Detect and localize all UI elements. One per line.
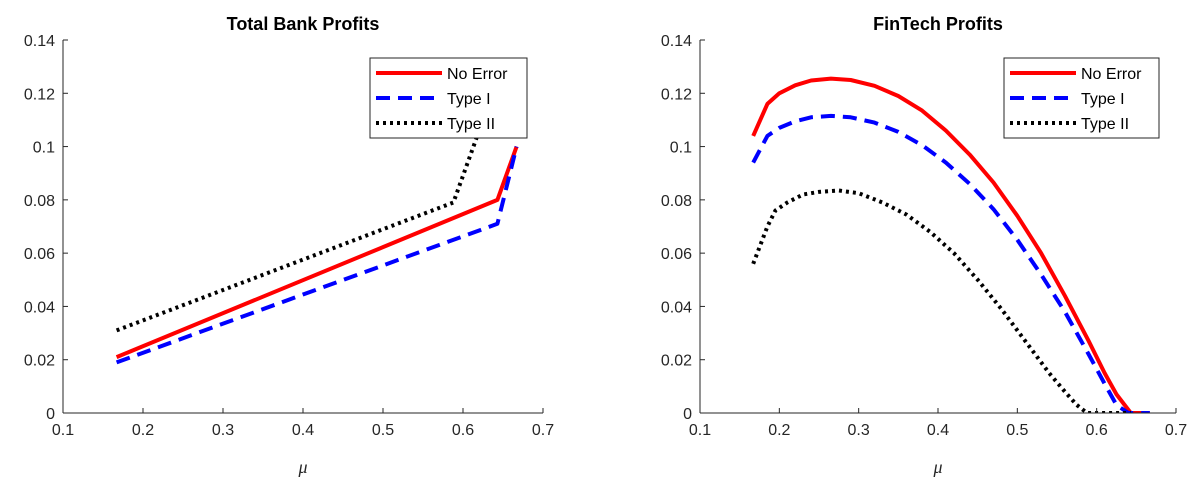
x-tick-label: 0.3 <box>212 422 234 439</box>
y-tick-label: 0 <box>683 406 692 423</box>
x-axis-label: μ <box>297 457 307 477</box>
y-tick-label: 0.02 <box>661 353 692 370</box>
chart-title: FinTech Profits <box>873 14 1003 34</box>
x-tick-label: 0.7 <box>1165 422 1187 439</box>
x-tick-label: 0.1 <box>689 422 711 439</box>
y-tick-label: 0.06 <box>24 246 55 263</box>
y-tick-label: 0.12 <box>24 86 55 103</box>
x-tick-label: 0.7 <box>532 422 554 439</box>
legend: No Error Type I Type II <box>369 57 528 139</box>
legend: No Error Type I Type II <box>1003 57 1160 139</box>
y-tick-label: 0.12 <box>661 86 692 103</box>
y-tick-label: 0.14 <box>661 33 692 50</box>
series-line-type-i <box>115 146 519 365</box>
x-tick-label: 0.5 <box>372 422 394 439</box>
y-tick-label: 0.02 <box>24 353 55 370</box>
x-tick-label: 0.4 <box>292 422 314 439</box>
y-tick-label: 0.1 <box>670 140 692 157</box>
legend-label: No Error <box>447 66 508 83</box>
x-tick-label: 0.3 <box>848 422 870 439</box>
y-tick-label: 0 <box>46 406 55 423</box>
x-axis-label: μ <box>932 457 942 477</box>
chart-title: Total Bank Profits <box>227 14 380 34</box>
chart-fintech-profits: 0.1 0.2 0.3 0.4 0.5 0.6 0.7 0 0.02 0.04 0.06 0.08 0.… <box>661 14 1187 477</box>
series-line-no-error <box>115 145 519 359</box>
y-tick-label: 0.14 <box>24 33 55 50</box>
legend-label: Type I <box>447 91 491 108</box>
series-line-type-ii <box>751 188 1131 413</box>
legend-label: No Error <box>1081 66 1142 83</box>
x-tick-label: 0.2 <box>132 422 154 439</box>
y-tick-label: 0.04 <box>24 299 55 316</box>
series-line-no-error <box>751 76 1150 413</box>
y-tick-label: 0.08 <box>661 193 692 210</box>
x-tick-label: 0.6 <box>452 422 474 439</box>
y-tick-label: 0.1 <box>33 140 55 157</box>
series-line-type-i <box>751 113 1150 413</box>
x-tick-label: 0.4 <box>927 422 949 439</box>
y-tick-label: 0.06 <box>661 246 692 263</box>
legend-box <box>1003 57 1160 139</box>
x-tick-label: 0.1 <box>52 422 74 439</box>
x-tick-label: 0.2 <box>768 422 790 439</box>
series-line-type-ii <box>115 119 485 333</box>
chart-total-bank-profits: 0.1 0.2 0.3 0.4 0.5 0.6 0.7 0 0.02 0.04 0.06 0.08 0.… <box>24 14 554 477</box>
legend-label: Type I <box>1081 91 1125 108</box>
y-tick-label: 0.08 <box>24 193 55 210</box>
x-tick-label: 0.5 <box>1006 422 1028 439</box>
legend-label: Type II <box>447 116 495 133</box>
x-tick-label: 0.6 <box>1086 422 1108 439</box>
y-tick-label: 0.04 <box>661 299 692 316</box>
legend-label: Type II <box>1081 116 1129 133</box>
